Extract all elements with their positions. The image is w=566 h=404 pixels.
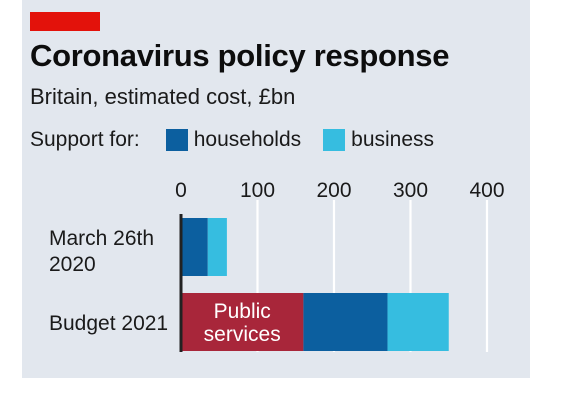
chart-title: Coronavirus policy response <box>30 38 450 73</box>
bar-march-2020-business <box>207 218 227 276</box>
annotation-public-services-line-1: services <box>204 323 281 346</box>
legend-label-households: households <box>193 128 302 151</box>
legend-swatch-business <box>323 129 346 151</box>
bar-budget-2021-public-services <box>181 293 304 351</box>
bar-budget-2021-households <box>303 293 388 351</box>
x-tick-label-300: 300 <box>393 179 428 202</box>
category-label-0-line-0: March 26th <box>49 227 154 250</box>
legend: Support for: households business <box>30 126 456 154</box>
category-label-0-line-1: 2020 <box>49 253 96 276</box>
brand-tag <box>30 12 100 31</box>
x-tick-label-100: 100 <box>240 179 275 202</box>
bar-budget-2021-business <box>387 293 449 351</box>
x-tick-label-400: 400 <box>469 179 504 202</box>
legend-entry-households: households <box>165 128 302 152</box>
annotation-public-services-line-0: Public <box>214 300 271 323</box>
legend-intro: Support for: <box>30 128 140 151</box>
chart-subtitle: Britain, estimated cost, £bn <box>30 84 296 109</box>
x-tick-label-0: 0 <box>175 179 187 202</box>
legend-label-business: business <box>351 128 435 151</box>
category-label-1-line-0: Budget 2021 <box>49 312 168 335</box>
x-tick-label-200: 200 <box>316 179 351 202</box>
legend-entry-business: business <box>323 128 434 152</box>
bar-march-2020-households <box>181 218 208 276</box>
legend-swatch-households <box>165 129 188 151</box>
